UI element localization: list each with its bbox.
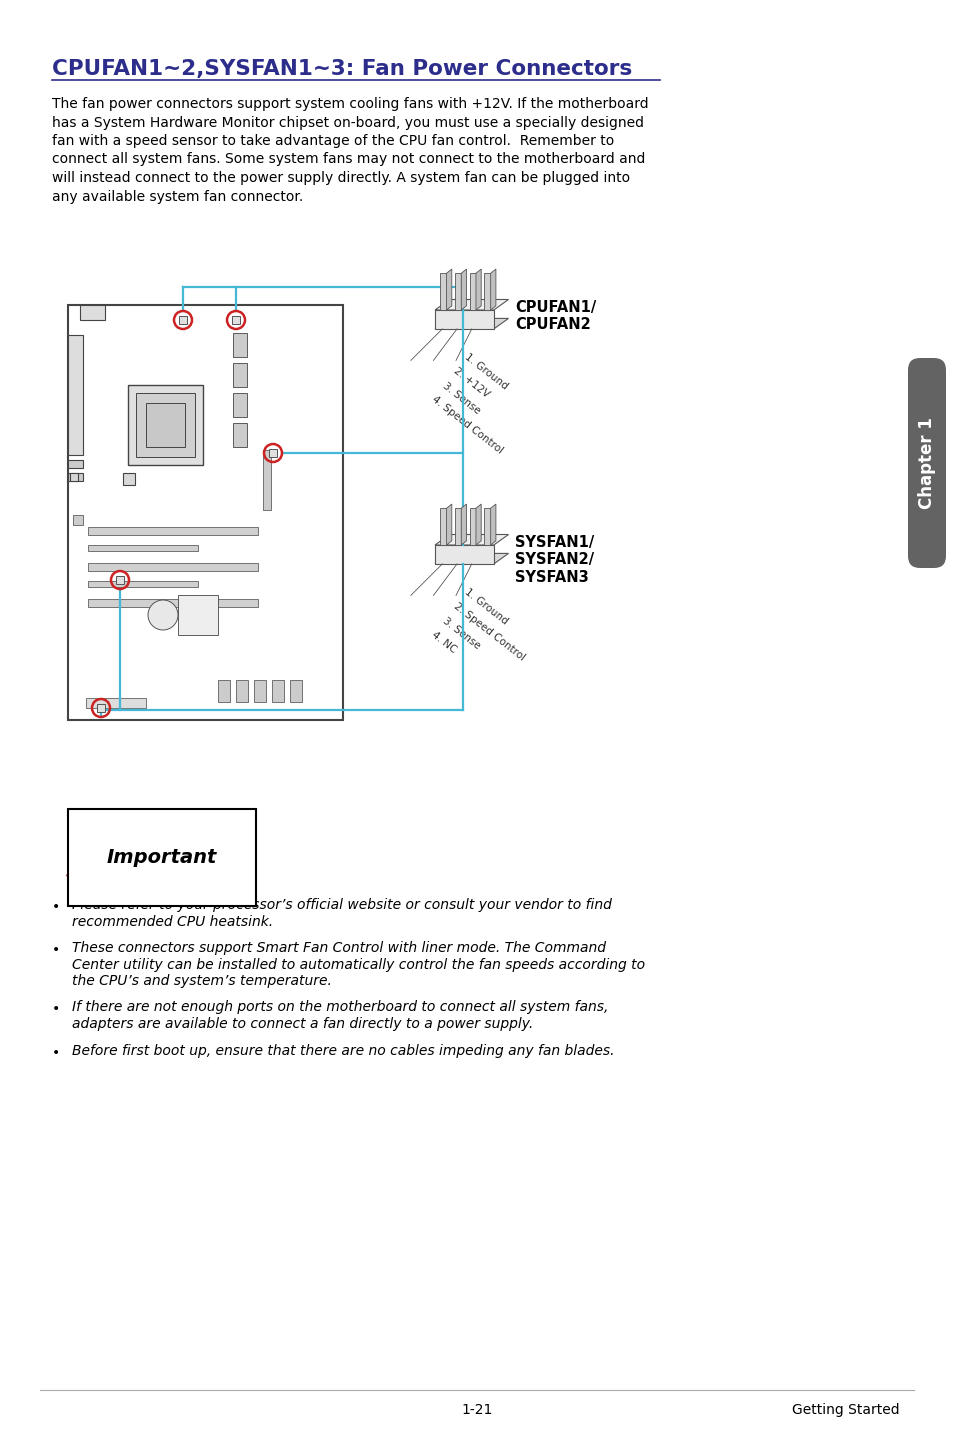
Polygon shape — [455, 508, 460, 546]
Bar — [269, 450, 276, 457]
Bar — [68, 335, 83, 455]
Text: Chapter 1: Chapter 1 — [917, 417, 935, 508]
Polygon shape — [446, 504, 452, 546]
Polygon shape — [484, 508, 490, 546]
Text: The fan power connectors support system cooling fans with +12V. If the motherboa: The fan power connectors support system … — [52, 97, 648, 112]
Polygon shape — [484, 274, 490, 309]
Text: the CPU’s and system’s temperature.: the CPU’s and system’s temperature. — [71, 974, 332, 988]
Bar — [272, 680, 284, 702]
Text: •: • — [52, 944, 60, 957]
Text: •: • — [52, 899, 60, 914]
Bar — [290, 680, 302, 702]
Text: 1. Ground
2. +12V
3. Sense
4. Speed Control: 1. Ground 2. +12V 3. Sense 4. Speed Cont… — [430, 352, 537, 455]
Polygon shape — [490, 504, 496, 546]
Bar — [136, 392, 194, 457]
Bar — [68, 473, 83, 481]
Bar — [179, 316, 187, 324]
Bar — [88, 546, 198, 551]
Bar — [97, 705, 105, 712]
Bar — [68, 305, 343, 720]
Text: !: ! — [78, 853, 86, 872]
Polygon shape — [435, 299, 508, 309]
Polygon shape — [460, 504, 466, 546]
Text: adapters are available to connect a fan directly to a power supply.: adapters are available to connect a fan … — [71, 1017, 533, 1031]
Bar — [88, 581, 198, 587]
Polygon shape — [460, 269, 466, 309]
Bar — [68, 460, 83, 468]
Polygon shape — [435, 534, 508, 546]
Text: CPUFAN1~2,SYSFAN1~3: Fan Power Connectors: CPUFAN1~2,SYSFAN1~3: Fan Power Connector… — [52, 59, 632, 79]
Bar — [70, 473, 78, 481]
Polygon shape — [469, 274, 476, 309]
Bar — [233, 392, 247, 417]
Bar — [233, 362, 247, 387]
Text: will instead connect to the power supply directly. A system fan can be plugged i: will instead connect to the power supply… — [52, 170, 630, 185]
Text: Center utility can be installed to automatically control the fan speeds accordin: Center utility can be installed to autom… — [71, 958, 644, 971]
Text: connect all system fans. Some system fans may not connect to the motherboard and: connect all system fans. Some system fan… — [52, 152, 644, 166]
Bar — [253, 680, 266, 702]
Text: Before first boot up, ensure that there are no cables impeding any fan blades.: Before first boot up, ensure that there … — [71, 1044, 614, 1057]
Text: These connectors support Smart Fan Control with liner mode. The Command: These connectors support Smart Fan Contr… — [71, 941, 605, 955]
Bar — [86, 697, 146, 707]
Text: Important: Important — [107, 848, 217, 866]
Bar — [233, 334, 247, 357]
Text: CPUFAN1/
CPUFAN2: CPUFAN1/ CPUFAN2 — [515, 299, 596, 332]
Text: any available system fan connector.: any available system fan connector. — [52, 189, 303, 203]
FancyBboxPatch shape — [907, 358, 945, 569]
Text: •: • — [52, 1045, 60, 1060]
Polygon shape — [435, 553, 508, 564]
Bar — [263, 450, 271, 510]
Polygon shape — [435, 318, 508, 329]
Bar — [73, 516, 83, 526]
Bar — [80, 305, 105, 319]
Bar — [128, 385, 203, 465]
Bar — [146, 402, 185, 447]
Text: SYSFAN1/
SYSFAN2/
SYSFAN3: SYSFAN1/ SYSFAN2/ SYSFAN3 — [515, 536, 594, 584]
Polygon shape — [455, 274, 460, 309]
Bar — [232, 316, 240, 324]
Polygon shape — [446, 269, 452, 309]
Polygon shape — [68, 846, 96, 875]
Text: has a System Hardware Monitor chipset on-board, you must use a specially designe: has a System Hardware Monitor chipset on… — [52, 116, 643, 129]
Bar — [116, 576, 124, 584]
Polygon shape — [476, 504, 480, 546]
Text: recommended CPU heatsink.: recommended CPU heatsink. — [71, 915, 273, 928]
Bar — [178, 596, 218, 634]
Text: Please refer to your processor’s official website or consult your vendor to find: Please refer to your processor’s officia… — [71, 898, 611, 912]
Bar — [123, 473, 135, 485]
Text: If there are not enough ports on the motherboard to connect all system fans,: If there are not enough ports on the mot… — [71, 1001, 608, 1014]
Polygon shape — [469, 508, 476, 546]
Bar — [235, 680, 248, 702]
Polygon shape — [439, 274, 446, 309]
Polygon shape — [490, 269, 496, 309]
Polygon shape — [435, 309, 494, 329]
Bar — [233, 422, 247, 447]
Text: fan with a speed sensor to take advantage of the CPU fan control.  Remember to: fan with a speed sensor to take advantag… — [52, 135, 614, 147]
Bar — [88, 563, 257, 571]
Bar — [88, 527, 257, 536]
Bar — [88, 599, 257, 607]
Text: Getting Started: Getting Started — [792, 1403, 899, 1418]
Circle shape — [148, 600, 178, 630]
Polygon shape — [439, 508, 446, 546]
Text: •: • — [52, 1002, 60, 1017]
Polygon shape — [435, 546, 494, 564]
Text: 1. Ground
2. Speed Control
3. Sense
4. NC: 1. Ground 2. Speed Control 3. Sense 4. N… — [430, 587, 537, 692]
Text: 1-21: 1-21 — [461, 1403, 492, 1418]
Bar — [218, 680, 230, 702]
Polygon shape — [476, 269, 480, 309]
